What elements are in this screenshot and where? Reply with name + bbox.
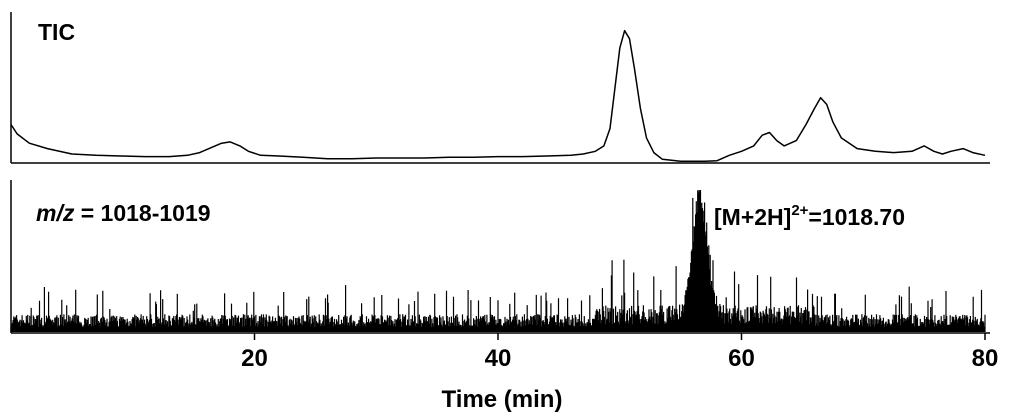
x-axis-ticks: 20 40 60 80 [241, 333, 998, 372]
x-tick-label-60: 60 [728, 345, 755, 372]
x-tick-label-80: 80 [972, 345, 999, 372]
peak-annotation: [M+2H]2+=1018.70 [714, 202, 905, 230]
tic-label: TIC [38, 19, 75, 45]
mz-label: m/z = 1018-1019 [36, 200, 211, 226]
x-tick-label-20: 20 [241, 345, 268, 372]
tic-panel: TIC [11, 12, 990, 163]
tic-trace [11, 31, 985, 162]
mz-panel: m/z = 1018-1019 [M+2H]2+=1018.70 [11, 180, 990, 333]
x-axis-title: Time (min) [442, 386, 563, 413]
x-tick-label-40: 40 [485, 345, 512, 372]
